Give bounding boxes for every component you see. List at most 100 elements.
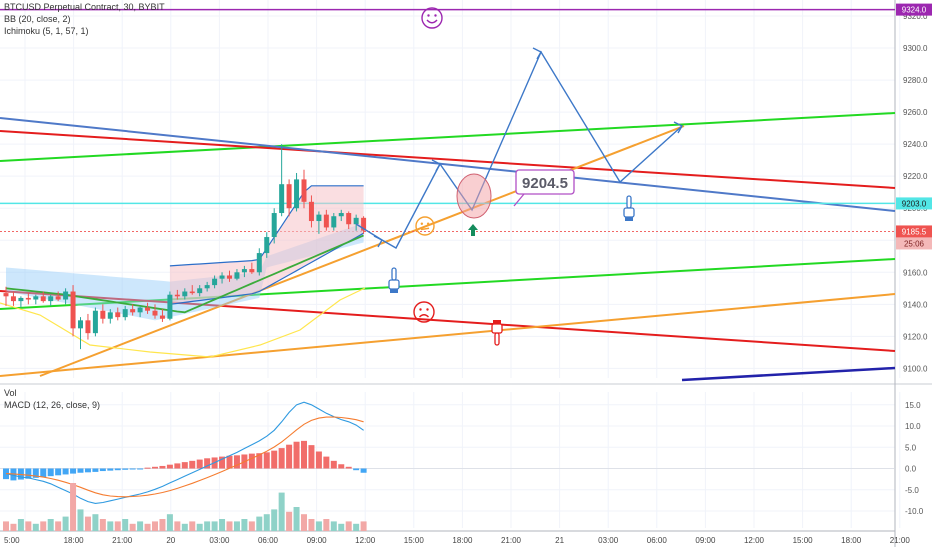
candle-body [100,310,106,319]
macd-histogram-bar [40,468,47,477]
steel-blue-trendline [0,117,896,212]
volume-bar [107,521,114,531]
price-tick-label: 9280.0 [903,76,928,85]
macd-histogram-bar [353,468,360,471]
macd-histogram-bar [360,468,367,473]
candle-body [25,297,31,300]
projected-path-arrow [355,50,683,249]
ichimoku-cloud [6,222,364,321]
time-tick-label: 21:00 [501,536,522,545]
red-upper-trendline [0,130,896,189]
time-tick-label: 06:00 [258,536,279,545]
hand-cuff [493,320,501,324]
candle-body [346,213,352,225]
orange-steep-trendline [39,125,685,377]
candle-body [353,217,359,225]
candle-body [323,214,329,228]
volume-bar [360,521,367,531]
face-outline [413,301,435,323]
candle-body [130,309,136,313]
macd-histogram-bar [107,468,114,471]
volume-bar [99,519,106,531]
volume-bar [40,521,47,531]
macd-histogram-bar [25,468,32,479]
vol-legend: Vol [4,388,17,398]
candle-body [241,269,247,273]
candle-body [279,184,285,214]
volume-bar [301,514,307,531]
volume-bar [211,521,218,531]
macd-histogram-bar [174,463,181,469]
volume-bar [323,519,330,531]
volume-bar [3,521,9,531]
orange-lower-trendline [0,293,896,377]
macd-histogram-bar [301,440,307,469]
candle-body [212,278,218,286]
macd-tick-label: 10.0 [905,422,921,431]
macd-histogram-bar [55,468,62,476]
green-upper-trendline [0,112,896,162]
time-tick-label: 21:00 [112,536,133,545]
candle-body [264,237,270,254]
macd-histogram-bar [129,468,136,470]
volume-bar [308,519,315,531]
candle-body [107,312,113,319]
volume-bar [233,521,240,531]
macd-histogram-bar [271,450,278,469]
candle-body [85,320,91,334]
arrow-head-icon [532,47,542,60]
volume-bar [159,519,166,531]
macd-histogram-bar [92,468,99,472]
candle-body [204,285,210,289]
candle-body [78,320,83,329]
callout-price-text: 9204.5 [522,175,568,192]
macd-histogram-bar [17,468,24,480]
volume-bar [226,521,233,531]
macd-histogram-bar [219,456,226,469]
candle-body [219,275,225,279]
macd-histogram-bar [323,456,330,469]
time-tick-label: 21:00 [890,536,911,545]
macd-histogram-bar [330,460,337,469]
macd-histogram-bar [159,465,166,469]
candle-body [48,296,54,302]
macd-histogram-bar [263,452,270,469]
time-tick-label: 09:00 [307,536,328,545]
macd-tick-label: -10.0 [905,507,924,516]
price-tick-label: 9320.0 [903,12,928,21]
volume-bar [32,523,39,531]
macd-histogram-bar [196,459,203,469]
price-tick-label: 9240.0 [903,140,928,149]
candle-body [227,275,232,279]
ichimoku-legend: Ichimoku (5, 1, 57, 1) [4,26,89,36]
red-lower-trendline [0,290,896,352]
price-label-badge [896,225,932,238]
volume-bar [84,516,91,531]
face-eye [434,14,437,17]
price-tick-label: 9220.0 [903,172,928,181]
macd-histogram-bar [99,468,106,472]
face-eye [427,14,430,17]
volume-bar [77,509,84,531]
candle-body [271,213,277,238]
price-tick-label: 9160.0 [903,268,928,277]
price-label-text: 9203.0 [902,199,927,208]
happy-smiley-icon [421,7,443,29]
macd-histogram-bar [286,444,293,469]
volume-bar [196,523,203,531]
candle-body [92,310,98,334]
price-callout [513,169,575,207]
arrow-head-icon [673,121,683,134]
volume-bar [47,519,54,531]
candle-body [361,217,367,231]
face-outline [421,7,443,29]
sad-smiley-icon [413,301,435,323]
candle-body [294,179,300,209]
candle-body [159,315,165,319]
volume-bar [10,523,17,531]
macd-histogram-bar [166,464,173,469]
macd-histogram-bar [278,448,285,469]
